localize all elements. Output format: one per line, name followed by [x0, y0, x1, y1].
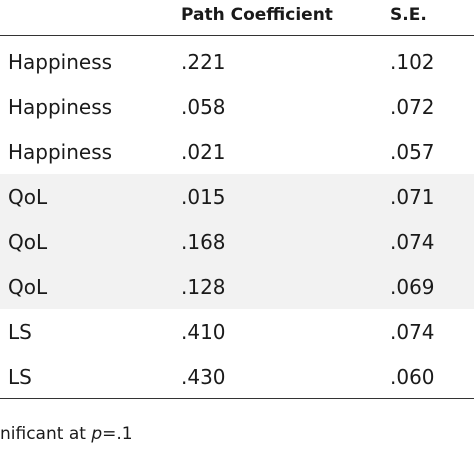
- table-cell: .072: [390, 95, 435, 119]
- table-cell: .058: [181, 95, 226, 119]
- table-cell: QoL: [8, 185, 48, 209]
- footnote-italic: p: [91, 424, 103, 444]
- table-cell: .410: [181, 320, 226, 344]
- table-rule: [0, 398, 474, 399]
- table-cell: LS: [8, 365, 32, 389]
- footnote-text: =.1: [102, 424, 133, 444]
- table-cell: .128: [181, 275, 226, 299]
- table-cell: .069: [390, 275, 435, 299]
- table-row: LS .410 .074: [0, 309, 474, 354]
- table-cell: .015: [181, 185, 226, 209]
- table-cell: .430: [181, 365, 226, 389]
- table-row: Happiness .021 .057: [0, 129, 474, 174]
- table-row: Happiness .221 .102: [0, 39, 474, 84]
- table-cell: .060: [390, 365, 435, 389]
- header-cell: S.E.: [390, 5, 427, 25]
- table-row: QoL .015 .071: [0, 174, 474, 219]
- footnote-text: nificant at: [0, 424, 92, 444]
- table-cell: Happiness: [8, 95, 113, 119]
- table-cell: QoL: [8, 230, 48, 254]
- table-cell: .221: [181, 50, 226, 74]
- table-cell: QoL: [8, 275, 48, 299]
- table-cell: .102: [390, 50, 435, 74]
- table-cell: .057: [390, 140, 435, 164]
- table-cell: .074: [390, 230, 435, 254]
- header-cell: Path Coefficient: [181, 5, 333, 25]
- table-cell: .071: [390, 185, 435, 209]
- table-row: Happiness .058 .072: [0, 84, 474, 129]
- table-cell: .021: [181, 140, 226, 164]
- table-cell: .074: [390, 320, 435, 344]
- table-cell: .168: [181, 230, 226, 254]
- table-cell: LS: [8, 320, 32, 344]
- table-cell: Happiness: [8, 140, 113, 164]
- table-row: QoL .168 .074: [0, 219, 474, 264]
- footnote: nificant at p=.1: [0, 424, 133, 444]
- table-row: QoL .128 .069: [0, 264, 474, 309]
- header-row: Path Coefficient S.E.: [0, 0, 474, 36]
- table-cell: Happiness: [8, 50, 113, 74]
- table-row: LS .430 .060: [0, 354, 474, 399]
